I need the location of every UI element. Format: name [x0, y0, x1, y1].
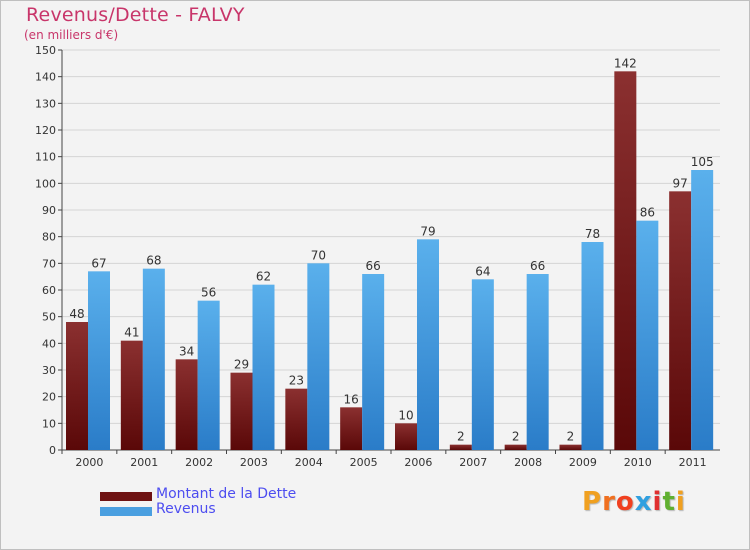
bar-dette [559, 444, 582, 450]
bar-revenus [691, 170, 714, 450]
data-label: 62 [256, 270, 271, 284]
data-label: 29 [234, 358, 249, 372]
data-label: 48 [69, 307, 84, 321]
y-tick-label: 90 [42, 204, 56, 217]
y-tick-label: 70 [42, 257, 56, 270]
data-label: 79 [420, 224, 435, 238]
bar-revenus [636, 220, 659, 450]
data-label: 67 [91, 256, 106, 270]
bar-revenus [526, 274, 549, 450]
y-tick-label: 130 [35, 97, 56, 110]
legend-swatch-debt [100, 492, 152, 501]
data-label: 68 [146, 254, 161, 268]
data-label: 86 [640, 206, 655, 220]
bar-dette [175, 359, 198, 450]
chart-title: Revenus/Dette - FALVY [26, 4, 245, 26]
plot-area [62, 50, 720, 450]
bar-dette [340, 407, 363, 450]
y-tick-label: 0 [49, 444, 56, 457]
x-tick-label: 2007 [459, 456, 487, 469]
bar-dette [449, 444, 472, 450]
bar-dette [66, 322, 88, 450]
bar-revenus [142, 268, 165, 450]
data-label: 64 [475, 264, 490, 278]
bar-dette [120, 340, 143, 450]
bar-revenus [252, 284, 275, 450]
data-label: 34 [179, 344, 194, 358]
data-label: 97 [673, 176, 688, 190]
data-label: 2 [567, 430, 575, 444]
data-label: 78 [585, 227, 600, 241]
data-label: 105 [691, 155, 714, 169]
data-label: 70 [311, 248, 326, 262]
data-label: 2 [457, 430, 465, 444]
data-label: 23 [289, 374, 304, 388]
x-tick-label: 2002 [185, 456, 213, 469]
x-tick-label: 2005 [350, 456, 378, 469]
y-tick-label: 40 [42, 337, 56, 350]
x-tick-label: 2011 [679, 456, 707, 469]
legend-label-revenus: Revenus [156, 501, 216, 517]
bar-revenus [581, 242, 604, 450]
data-label: 41 [124, 326, 139, 340]
y-tick-label: 110 [35, 151, 56, 164]
data-label: 16 [344, 392, 359, 406]
y-tick-label: 120 [35, 124, 56, 137]
data-label: 10 [398, 408, 413, 422]
chart-subtitle: (en milliers d'€) [24, 28, 119, 42]
bar-revenus [417, 239, 439, 450]
bar-revenus [88, 271, 110, 450]
bar-dette [285, 388, 308, 450]
bar-revenus [307, 263, 330, 450]
bar-dette [614, 71, 637, 450]
y-tick-label: 20 [42, 391, 56, 404]
x-tick-label: 2000 [75, 456, 103, 469]
y-tick-label: 60 [42, 284, 56, 297]
data-label: 66 [366, 259, 381, 273]
x-tick-label: 2010 [624, 456, 652, 469]
x-tick-label: 2003 [240, 456, 268, 469]
data-label: 56 [201, 286, 216, 300]
bar-dette [504, 444, 527, 450]
bar-revenus [362, 274, 385, 450]
y-tick-label: 30 [42, 364, 56, 377]
bar-dette [230, 372, 253, 450]
legend-swatch-revenus [100, 507, 152, 516]
x-tick-label: 2004 [295, 456, 323, 469]
y-tick-label: 150 [35, 44, 56, 57]
bar-revenus [471, 279, 494, 450]
bar-dette [669, 191, 692, 451]
bar-revenus [197, 300, 220, 450]
y-tick-label: 80 [42, 231, 56, 244]
y-tick-label: 100 [35, 177, 56, 190]
x-tick-label: 2008 [514, 456, 542, 469]
y-tick-label: 50 [42, 311, 56, 324]
x-tick-label: 2009 [569, 456, 597, 469]
y-tick-label: 10 [42, 417, 56, 430]
y-tick-label: 140 [35, 71, 56, 84]
x-tick-label: 2001 [130, 456, 158, 469]
x-tick-label: 2006 [404, 456, 432, 469]
data-label: 66 [530, 259, 545, 273]
data-label: 2 [512, 430, 520, 444]
legend-label-debt: Montant de la Dette [156, 486, 297, 502]
bar-dette [395, 423, 417, 450]
proxiti-logo: Proxiti [582, 487, 686, 517]
data-label: 142 [614, 56, 637, 70]
